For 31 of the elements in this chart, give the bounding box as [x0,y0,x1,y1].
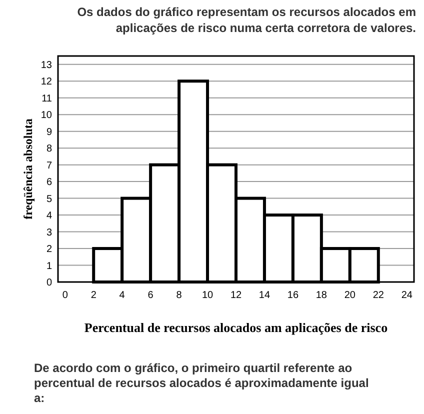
x-tick-label: 14 [258,290,270,301]
y-tick-label: 13 [40,60,52,71]
y-tick-label: 11 [42,93,52,104]
x-tick-label: 18 [316,290,328,301]
y-axis-title: freqüência absoluta [21,118,35,220]
x-tick-label: 4 [119,290,126,301]
x-tick-label: 0 [62,290,68,301]
y-tick-label: 7 [46,160,52,172]
y-tick-label: 2 [46,244,52,256]
x-tick-label: 2 [90,290,97,301]
text: De acordo com o gráfico, o primeiro quartil referente ao percentual de recursos alocados é aproximadamente igual a: [34,361,369,405]
y-tick-label: 12 [40,76,52,88]
y-tick-label: 6 [46,177,52,188]
y-tick-label: 10 [40,110,52,122]
y-tick-label: 0 [46,278,52,288]
x-axis-title: Percentual de recursos alocados am aplicações de risco [84,320,388,335]
y-tick-label: 5 [46,194,52,205]
y-tick-label: 3 [46,227,52,238]
y-tick-label: 8 [46,144,52,155]
chart-title: Os dados do gráfico representam os recursos alocados em aplicações de risco numa certa corretora de valores. [77,5,416,35]
x-tick-label: 16 [287,290,299,301]
x-tick-label: 6 [148,290,154,301]
x-tick-label: 20 [344,290,356,301]
x-tick-label: 24 [401,290,413,301]
x-tick-label: 12 [230,290,242,301]
y-tick-label: 4 [46,210,52,222]
y-tick-label: 1 [46,260,52,272]
y-tick-label: 9 [46,126,52,138]
x-tick-label: 10 [202,290,214,301]
x-tick-label: 8 [176,290,182,301]
x-tick-label: 22 [372,290,384,301]
